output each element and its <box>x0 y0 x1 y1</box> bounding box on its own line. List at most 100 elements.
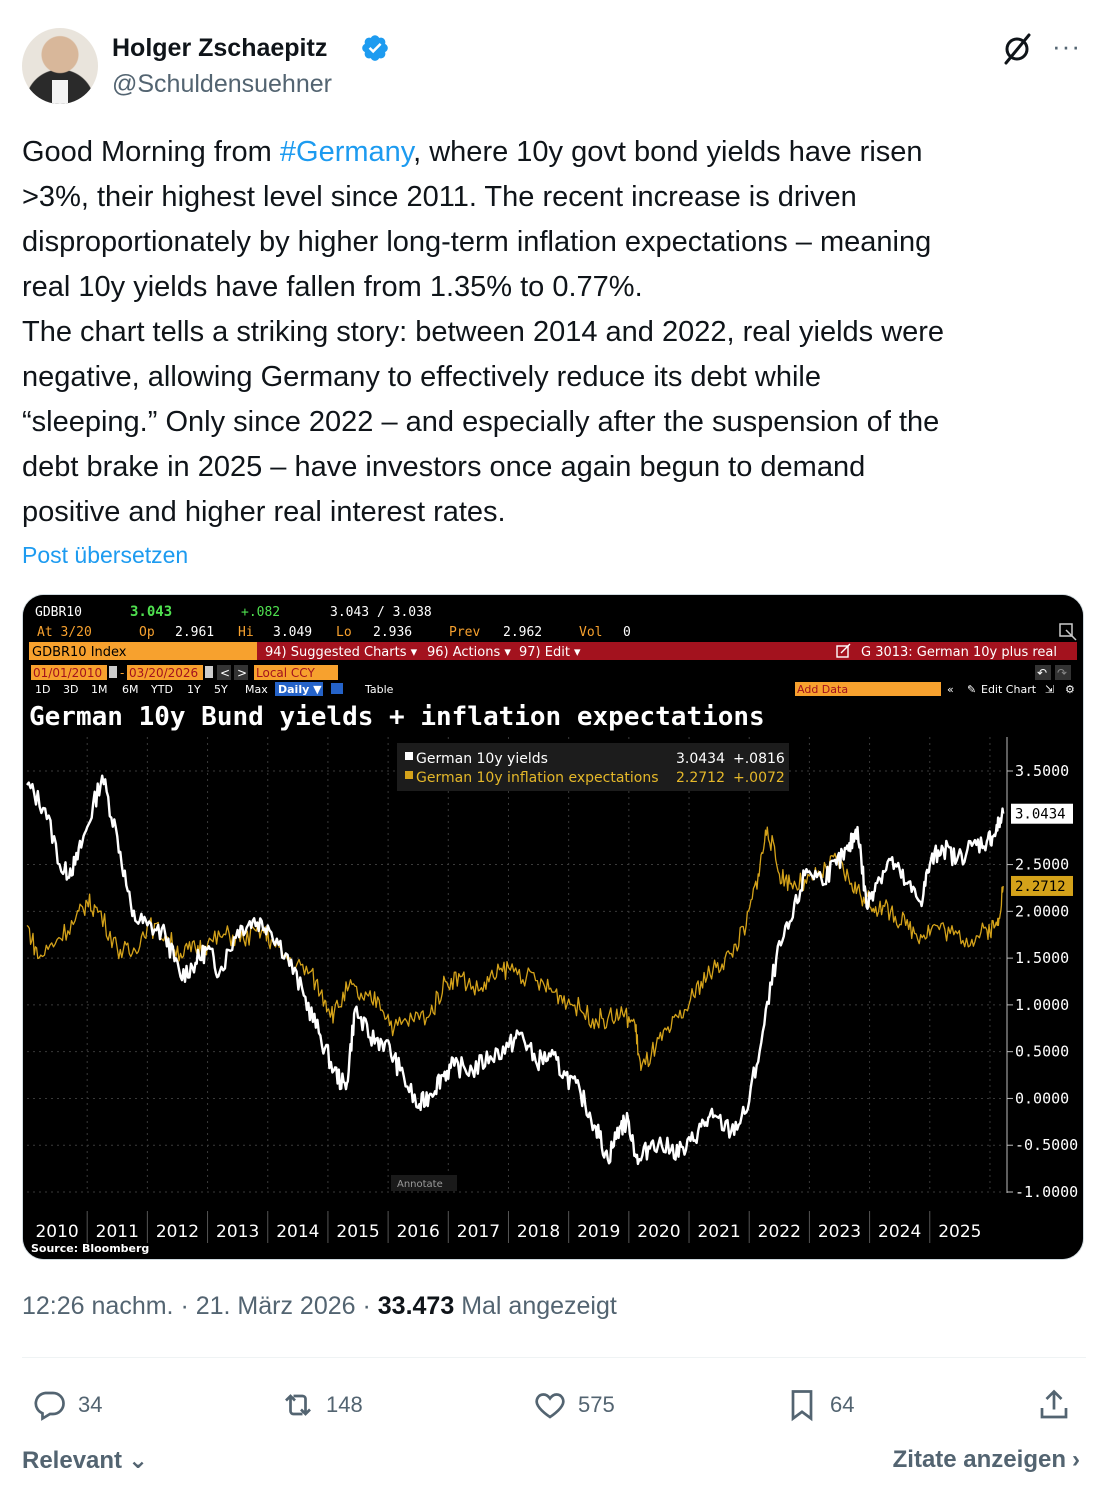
translate-link[interactable]: Post übersetzen <box>22 542 189 568</box>
last-price: 3.043 <box>130 604 172 620</box>
index-label: GDBR10 Index <box>32 645 127 660</box>
date-separator: - <box>120 666 124 680</box>
period-button-1d[interactable]: 1D <box>35 683 50 696</box>
y-tick-label: 1.5000 <box>1015 949 1069 967</box>
actions-menu[interactable]: 96) Actions ▾ <box>427 645 511 660</box>
quotes-label: Zitate anzeigen <box>892 1446 1066 1473</box>
expand-icon[interactable] <box>1059 623 1077 641</box>
legend-last-inflation: 2.2712 <box>676 770 725 786</box>
series-line-inflation <box>26 826 1004 1072</box>
chevron-right-icon: › <box>1072 1446 1080 1473</box>
bookmark-icon <box>791 1390 813 1422</box>
line-style-icon[interactable]: ⇲ <box>1045 683 1054 696</box>
date-from-calendar-icon[interactable] <box>109 666 117 678</box>
open-external-icon[interactable] <box>836 643 851 658</box>
x-tick-label: 2011 <box>96 1222 139 1242</box>
x-tick-label: 2015 <box>336 1222 379 1242</box>
x-tick-label: 2013 <box>216 1222 259 1242</box>
series-line-yields <box>26 774 1005 1166</box>
avatar[interactable] <box>22 28 98 104</box>
tweet-date[interactable]: 21. März 2026 <box>195 1292 356 1320</box>
at-label: At 3/20 <box>37 625 92 640</box>
annotate-label: Annotate <box>397 1179 443 1190</box>
y-tick-label: 2.5000 <box>1015 856 1069 874</box>
x-tick-label: 2023 <box>818 1222 861 1242</box>
repost-button[interactable]: 148 <box>280 1380 363 1430</box>
period-button-max[interactable]: Max <box>245 683 268 696</box>
legend-change-yields: +.0816 <box>733 751 785 767</box>
tweet-time[interactable]: 12:26 nachm. <box>22 1292 174 1320</box>
x-tick-label: 2025 <box>938 1222 981 1242</box>
lo-value: 2.936 <box>373 625 412 640</box>
tweet-text-rest: , where 10y govt bond yields have risen … <box>22 136 945 528</box>
share-button[interactable] <box>1036 1380 1072 1430</box>
edit-chart-button[interactable]: Edit Chart <box>981 683 1037 696</box>
y-tick-label: 0.0000 <box>1015 1089 1069 1107</box>
x-tick-label: 2019 <box>577 1222 620 1242</box>
annotate-button[interactable] <box>391 1175 457 1191</box>
verified-badge-icon <box>362 35 388 61</box>
last-value-tag-yields: 3.0434 <box>1015 807 1066 823</box>
period-button-3d[interactable]: 3D <box>63 683 78 696</box>
undo-button[interactable] <box>1035 665 1051 680</box>
prev-value: 2.962 <box>503 625 542 640</box>
x-tick-label: 2024 <box>878 1222 921 1242</box>
currency-field[interactable] <box>254 665 338 680</box>
period-button-6m[interactable]: 6M <box>122 683 139 696</box>
date-to: 03/20/2026 <box>129 666 198 680</box>
legend-change-inflation: +.0072 <box>733 770 785 786</box>
bookmark-button[interactable]: 64 <box>784 1380 854 1430</box>
x-tick-label: 2016 <box>397 1222 440 1242</box>
pencil-icon: ✎ <box>967 683 976 696</box>
redo-button[interactable] <box>1055 665 1071 680</box>
author-handle[interactable]: @Schuldensuehner <box>112 70 332 98</box>
hashtag-link[interactable]: #Germany <box>279 136 414 168</box>
chart-type-icon[interactable] <box>331 683 343 694</box>
reply-icon <box>34 1391 65 1421</box>
chart-image[interactable]: GDBR10 3.043 +.082 3.043 / 3.038 At 3/20… <box>22 594 1084 1260</box>
action-bar: 34 148 575 64 <box>22 1380 1086 1430</box>
edit-menu[interactable]: 97) Edit ▾ <box>519 645 581 660</box>
prev-label: Prev <box>449 625 480 640</box>
suggested-charts-menu[interactable]: 94) Suggested Charts ▾ <box>265 645 418 660</box>
author-name[interactable]: Holger Zschaepitz <box>112 34 328 62</box>
last-value-tag-inflation-box <box>1011 875 1073 896</box>
index-field[interactable] <box>29 642 257 660</box>
menu-bar <box>29 642 1077 660</box>
sort-dropdown[interactable]: Relevant ⌄ <box>22 1446 148 1475</box>
grok-icon[interactable] <box>1002 32 1032 66</box>
date-to-calendar-icon[interactable] <box>205 666 213 678</box>
period-button-1y[interactable]: 1Y <box>187 683 201 696</box>
frequency-select[interactable] <box>275 682 323 696</box>
x-tick-label: 2014 <box>276 1222 319 1242</box>
x-tick-label: 2012 <box>156 1222 199 1242</box>
view-count: 33.473 <box>377 1292 455 1320</box>
next-range-button[interactable] <box>234 665 248 680</box>
y-tick-label: -0.5000 <box>1015 1136 1078 1154</box>
gear-icon[interactable]: ⚙ <box>1065 683 1075 696</box>
date-to-field[interactable] <box>127 665 203 680</box>
add-data-field[interactable] <box>795 682 941 696</box>
tweet-text: Good Morning from #Germany, where 10y go… <box>22 130 1086 535</box>
avatar-collar <box>52 80 68 104</box>
x-tick-label: 2021 <box>697 1222 740 1242</box>
hi-value: 3.049 <box>273 625 312 640</box>
x-tick-label: 2022 <box>758 1222 801 1242</box>
period-button-ytd[interactable]: YTD <box>150 683 173 696</box>
reply-button[interactable]: 34 <box>32 1380 102 1430</box>
period-button-1m[interactable]: 1M <box>91 683 108 696</box>
period-button-5y[interactable]: 5Y <box>214 683 228 696</box>
table-button[interactable]: Table <box>364 683 394 696</box>
like-count: 575 <box>578 1392 615 1417</box>
tweet-header: Holger Zschaepitz @Schuldensuehner ··· <box>22 28 1086 108</box>
more-options-icon[interactable]: ··· <box>1052 31 1081 61</box>
date-from-field[interactable] <box>31 665 107 680</box>
like-button[interactable]: 575 <box>532 1380 615 1430</box>
divider <box>22 1357 1086 1358</box>
meta-separator: · <box>355 1292 378 1320</box>
view-quotes-link[interactable]: Zitate anzeigen › <box>893 1446 1080 1474</box>
collapse-icon[interactable]: « <box>947 683 954 696</box>
prev-range-button[interactable] <box>217 665 231 680</box>
meta-separator: · <box>173 1292 196 1320</box>
chart-background <box>23 595 1083 1259</box>
